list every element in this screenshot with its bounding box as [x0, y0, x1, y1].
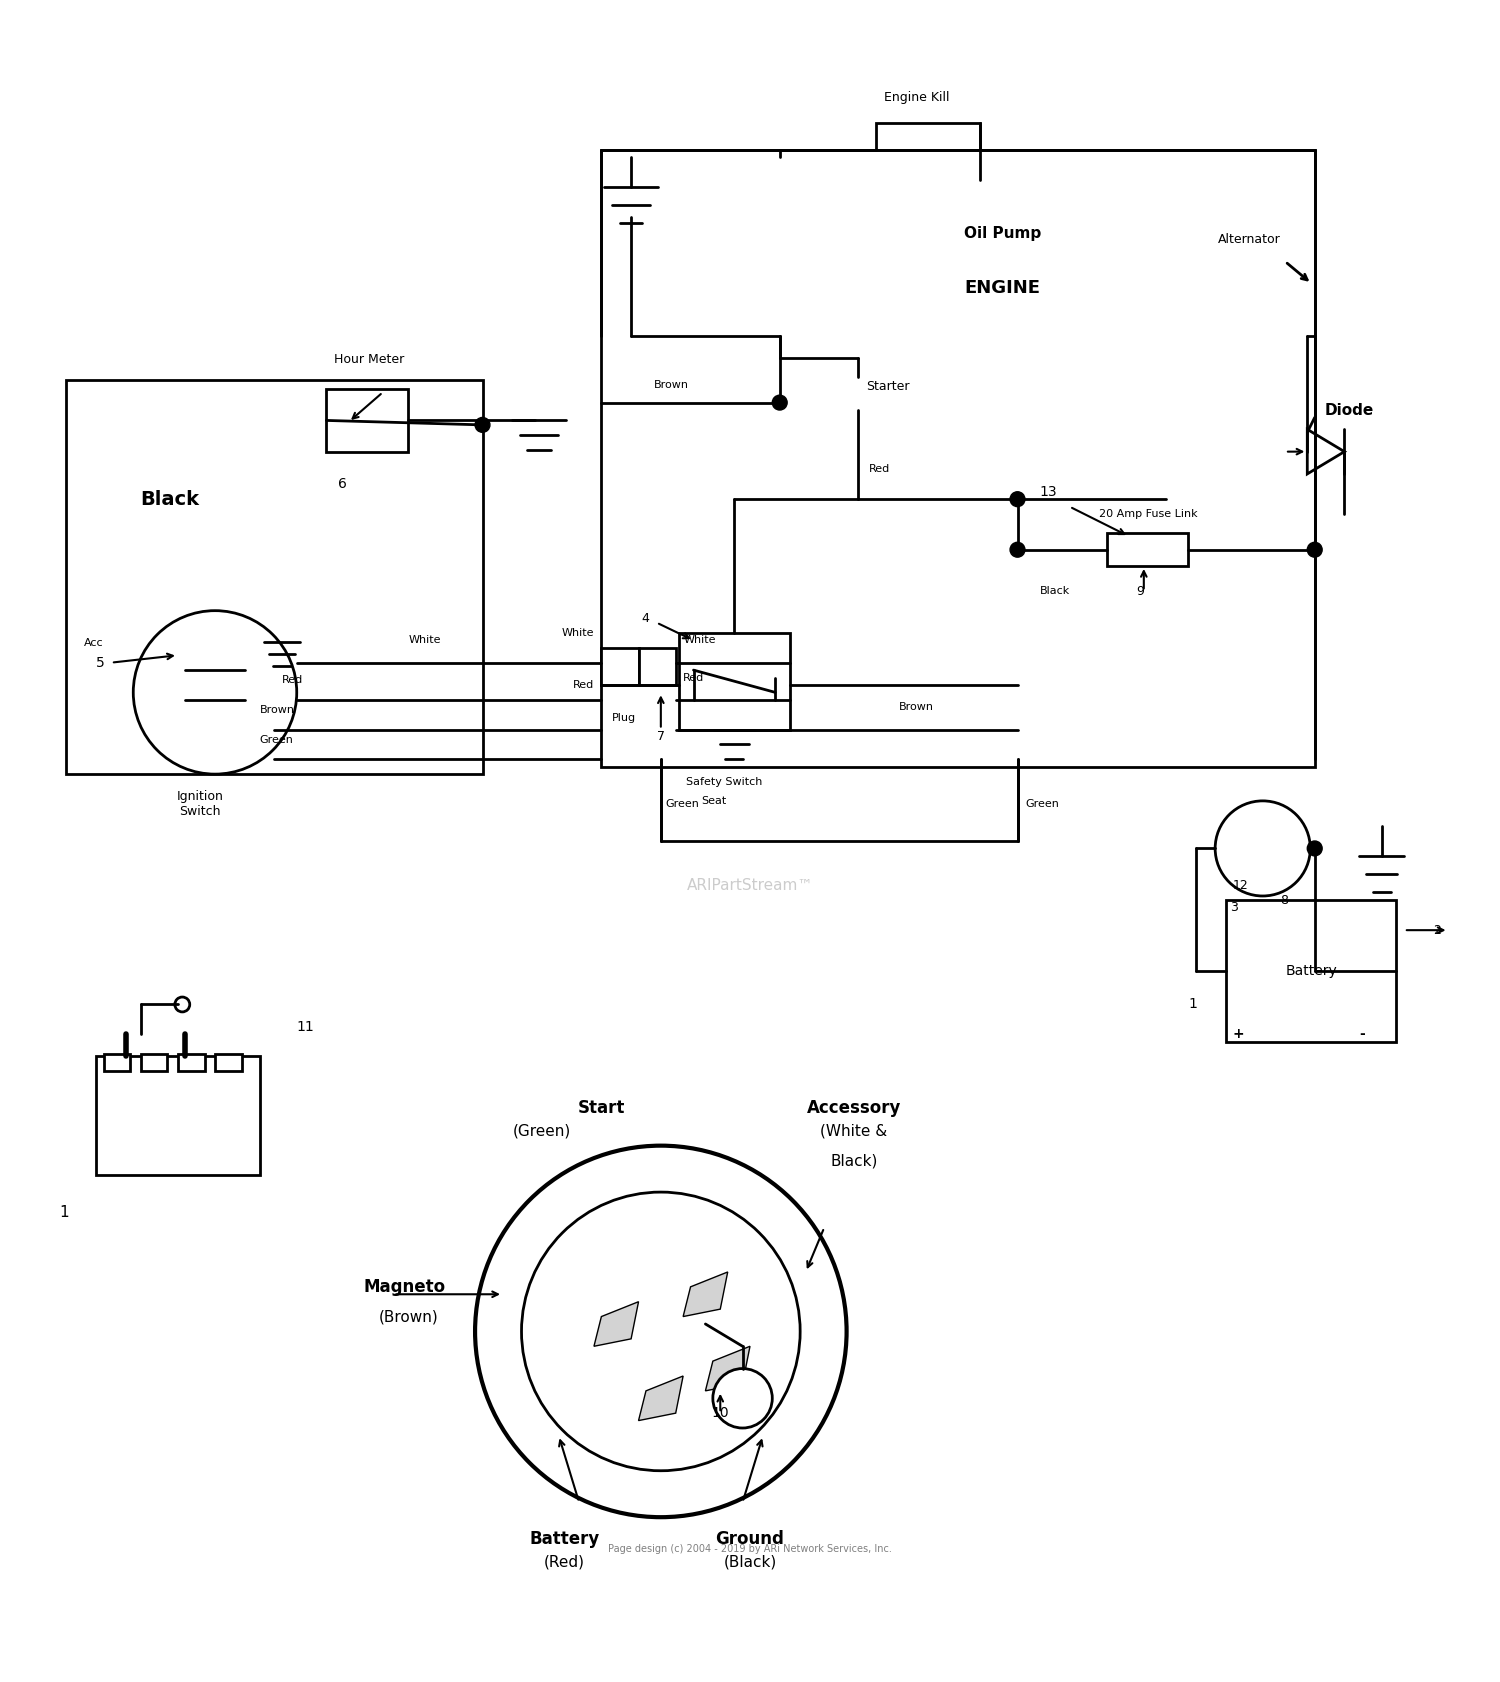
Text: 5: 5 [96, 656, 105, 669]
Text: Ignition
Switch: Ignition Switch [177, 791, 224, 817]
Polygon shape [639, 1376, 682, 1421]
Circle shape [1010, 542, 1025, 557]
Bar [1107, 533, 1188, 567]
Text: White: White [561, 627, 594, 637]
Text: Accessory: Accessory [807, 1100, 901, 1117]
Text: -: - [1359, 1028, 1365, 1041]
Text: Red: Red [282, 676, 303, 686]
Text: (Red): (Red) [543, 1554, 585, 1569]
Text: Hour Meter: Hour Meter [334, 353, 404, 367]
Bar [780, 158, 1226, 358]
Text: Brown: Brown [260, 705, 294, 715]
Text: ENGINE: ENGINE [964, 279, 1041, 296]
Text: Starter: Starter [865, 380, 909, 394]
Text: 20 Amp Fuse Link: 20 Amp Fuse Link [1100, 510, 1198, 520]
Text: Battery: Battery [530, 1531, 600, 1549]
Circle shape [134, 611, 297, 774]
Circle shape [1215, 801, 1311, 897]
Text: 9: 9 [1137, 585, 1144, 597]
Text: Safety Switch: Safety Switch [686, 777, 762, 787]
Text: 6: 6 [339, 478, 346, 491]
Text: 7: 7 [657, 730, 664, 743]
Text: Plug: Plug [612, 713, 636, 723]
Text: Diode: Diode [1324, 402, 1374, 417]
Bar [678, 632, 790, 730]
Text: (White &: (White & [821, 1124, 888, 1139]
Text: Green: Green [1024, 799, 1059, 809]
Text: Black: Black [141, 489, 200, 508]
Circle shape [476, 417, 490, 432]
Text: 12: 12 [1233, 880, 1248, 891]
Text: Seat: Seat [700, 796, 726, 806]
Text: Red: Red [868, 464, 889, 474]
Text: Black: Black [1040, 587, 1070, 597]
Text: White: White [682, 636, 716, 646]
Circle shape [1010, 491, 1025, 506]
Bar [96, 1056, 260, 1176]
Circle shape [712, 1369, 772, 1428]
Text: ARIPartStream™: ARIPartStream™ [687, 878, 813, 893]
Text: 1: 1 [58, 1204, 69, 1219]
Polygon shape [1308, 429, 1344, 474]
Text: Brown: Brown [654, 380, 688, 390]
Text: Battery: Battery [1286, 964, 1336, 977]
Text: Acc: Acc [84, 639, 104, 648]
Text: 8: 8 [1281, 893, 1288, 907]
Text: Alternator: Alternator [1218, 232, 1281, 246]
Bar [602, 150, 1314, 767]
Text: 13: 13 [1040, 484, 1058, 500]
Text: Red: Red [682, 673, 705, 683]
Text: 11: 11 [297, 1019, 315, 1034]
Text: Oil Pump: Oil Pump [964, 225, 1041, 241]
Text: Magneto: Magneto [363, 1278, 446, 1295]
Text: 4: 4 [642, 612, 650, 624]
Bar [141, 1053, 168, 1071]
Text: White: White [408, 636, 441, 646]
Text: +: + [1233, 1028, 1245, 1041]
Bar [327, 389, 408, 452]
Text: Engine Kill: Engine Kill [884, 91, 950, 104]
Text: Green: Green [666, 799, 699, 809]
Circle shape [476, 1145, 846, 1517]
Bar [178, 1053, 204, 1071]
Text: 10: 10 [711, 1406, 729, 1420]
Bar [1226, 900, 1397, 1041]
Text: 1: 1 [1188, 997, 1197, 1011]
Text: Red: Red [573, 680, 594, 690]
Text: Page design (c) 2004 - 2019 by ARi Network Services, Inc.: Page design (c) 2004 - 2019 by ARi Netwo… [608, 1544, 892, 1554]
Text: Ground: Ground [716, 1531, 784, 1549]
Circle shape [1308, 542, 1322, 557]
Text: Black): Black) [831, 1154, 878, 1167]
Text: Green: Green [260, 735, 294, 745]
Text: Start: Start [578, 1100, 626, 1117]
Text: (Green): (Green) [513, 1124, 572, 1139]
Circle shape [176, 997, 189, 1013]
Bar [639, 648, 675, 685]
Text: Brown: Brown [898, 703, 933, 711]
Bar [602, 648, 639, 685]
Polygon shape [594, 1302, 639, 1346]
Polygon shape [705, 1346, 750, 1391]
Polygon shape [682, 1272, 728, 1317]
Circle shape [850, 350, 865, 365]
Circle shape [522, 1193, 800, 1470]
Bar [104, 1053, 130, 1071]
Text: (Black): (Black) [723, 1554, 777, 1569]
Bar [66, 380, 483, 774]
Text: 2: 2 [1434, 923, 1442, 937]
Circle shape [1308, 841, 1322, 856]
Text: (Brown): (Brown) [378, 1309, 438, 1324]
Text: 3: 3 [1230, 902, 1238, 915]
Bar [1226, 217, 1308, 313]
Circle shape [772, 395, 788, 410]
Bar [876, 123, 981, 180]
Bar [214, 1053, 242, 1071]
